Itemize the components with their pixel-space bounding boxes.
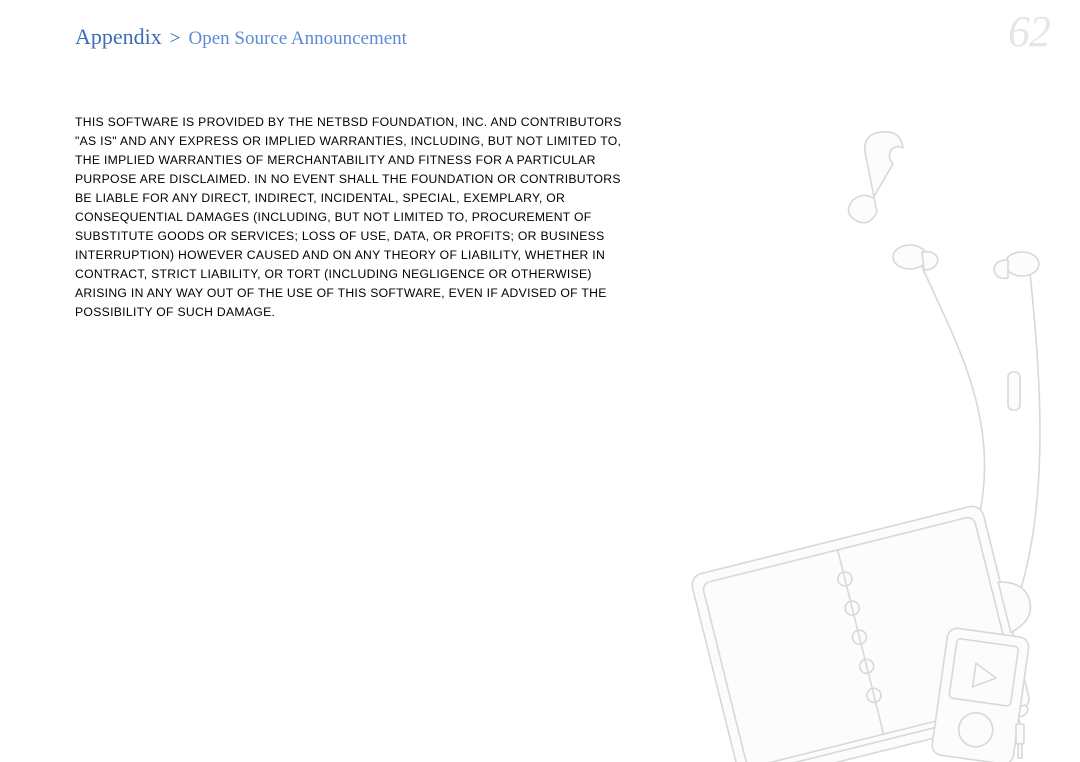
earbud-right-icon bbox=[994, 252, 1039, 278]
audio-jack-icon bbox=[1016, 724, 1024, 758]
breadcrumb-sub: Open Source Announcement bbox=[188, 28, 406, 49]
earbud-left-icon bbox=[893, 245, 938, 270]
breadcrumb-separator: > bbox=[170, 28, 181, 49]
breadcrumb: Appendix > Open Source Announcement bbox=[75, 24, 1050, 50]
planner-icon bbox=[690, 498, 1057, 762]
page-number: 62 bbox=[1008, 6, 1050, 57]
decorative-illustration bbox=[620, 112, 1060, 762]
breadcrumb-main: Appendix bbox=[75, 24, 162, 49]
mp3-player-icon bbox=[931, 627, 1030, 762]
music-note-icon bbox=[848, 132, 903, 223]
license-text: THIS SOFTWARE IS PROVIDED BY THE NETBSD … bbox=[75, 113, 635, 322]
